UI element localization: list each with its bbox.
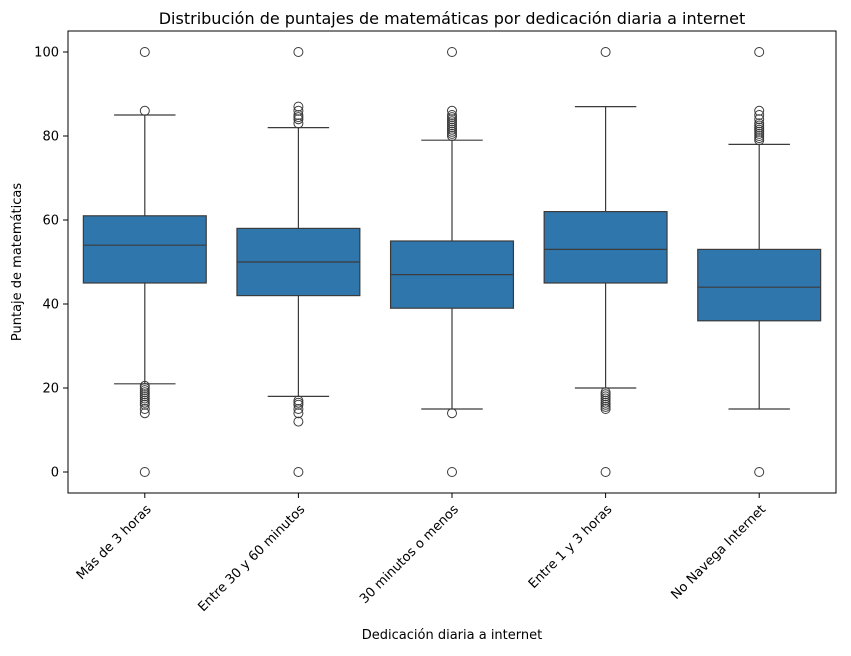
outlier-point xyxy=(293,101,304,112)
x-tick-label: No Navega Internet xyxy=(668,502,769,603)
box-iqr xyxy=(82,215,207,284)
y-tick-label: 20 xyxy=(42,382,59,397)
box-group xyxy=(697,47,822,477)
plot-area xyxy=(82,47,822,477)
outlier-point xyxy=(139,404,150,414)
outlier-point xyxy=(754,467,765,477)
outlier-point xyxy=(447,110,457,120)
outlier-point xyxy=(293,416,304,427)
outlier-point xyxy=(139,467,150,477)
outlier-point xyxy=(754,47,765,57)
outlier-point xyxy=(754,110,765,120)
x-tick-label: Más de 3 horas xyxy=(74,502,155,583)
outlier-point xyxy=(293,47,304,57)
outlier-point xyxy=(139,47,150,57)
box-iqr xyxy=(697,248,822,322)
outlier-point xyxy=(600,467,611,477)
outlier-point xyxy=(754,118,765,129)
outlier-point xyxy=(293,408,304,419)
outlier-point xyxy=(293,395,304,406)
outlier-point xyxy=(293,118,304,129)
y-tick-label: 0 xyxy=(51,466,59,481)
outlier-point xyxy=(600,47,611,57)
outlier-point xyxy=(293,467,304,477)
box-group xyxy=(389,47,515,477)
outlier-point xyxy=(293,110,304,120)
outlier-point xyxy=(447,105,457,116)
outlier-point xyxy=(139,380,150,391)
outlier-point xyxy=(293,397,304,408)
outlier-point xyxy=(447,47,457,57)
outlier-point xyxy=(293,105,304,116)
y-tick-label: 60 xyxy=(42,214,59,229)
chart-title: Distribución de puntajes de matemáticas … xyxy=(159,9,746,28)
x-axis: Más de 3 horas Entre 30 y 60 minutos 30 mi… xyxy=(74,493,769,615)
y-tick-label: 100 xyxy=(34,46,59,61)
y-axis: 0 20 40 60 80 100 xyxy=(34,46,68,481)
y-tick-label: 40 xyxy=(42,298,59,313)
outlier-point xyxy=(600,387,611,398)
y-axis-label: Puntaje de matemáticas xyxy=(10,183,25,341)
box-group xyxy=(82,47,207,477)
box-iqr xyxy=(543,211,668,284)
x-tick-label: 30 minutos o menos xyxy=(357,502,462,607)
outlier-point xyxy=(293,404,304,414)
box-group xyxy=(236,47,361,477)
x-tick-label: Entre 30 y 60 minutos xyxy=(195,502,308,615)
outlier-point xyxy=(139,408,150,419)
outlier-point xyxy=(447,467,457,477)
outlier-point xyxy=(754,114,765,125)
outlier-point xyxy=(754,105,765,116)
y-tick-label: 80 xyxy=(42,130,59,145)
outlier-point xyxy=(139,105,150,116)
outlier-point xyxy=(447,408,457,419)
x-axis-label: Dedicación diaria a internet xyxy=(362,628,542,643)
box-group xyxy=(543,47,668,477)
x-tick-label: Entre 1 y 3 horas xyxy=(526,502,616,592)
